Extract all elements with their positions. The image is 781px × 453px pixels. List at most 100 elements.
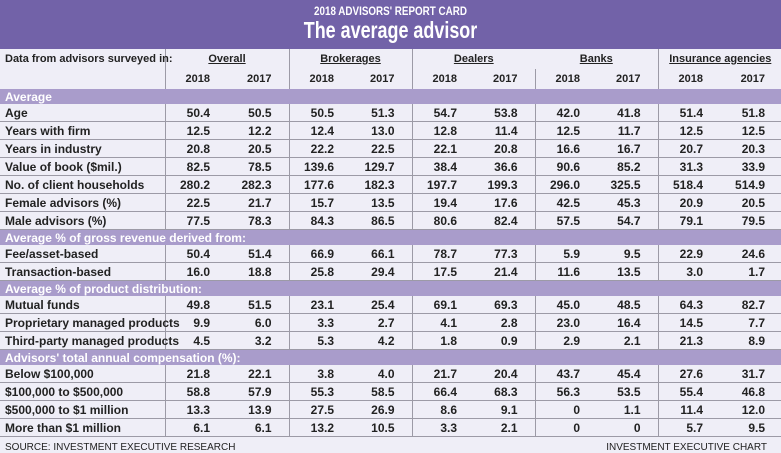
row-label: Female advisors (%): [0, 193, 165, 212]
value-cell: 22.5: [351, 139, 413, 158]
value-cell: 31.3: [657, 157, 721, 176]
value-cell: 82.4: [474, 211, 536, 230]
value-cell: 13.9: [227, 400, 289, 419]
value-cell: 1.1: [597, 400, 659, 419]
value-cell: 12.5: [657, 121, 721, 140]
value-cell: 78.7: [411, 245, 475, 263]
table-row: Transaction-based 16.0 18.8 25.8 29.4 17.5 21.…: [0, 262, 781, 281]
value-cell: 518.4: [657, 175, 721, 194]
value-cell: 4.0: [351, 365, 413, 383]
value-cell: 6.1: [164, 418, 227, 437]
value-cell: 79.5: [720, 211, 781, 230]
value-cell: 5.7: [657, 418, 721, 437]
table-row: Proprietary managed products 9.9 6.0 3.3 2.7…: [0, 313, 781, 332]
value-cell: 8.9: [720, 331, 781, 350]
value-cell: 21.8: [164, 365, 227, 383]
year-header: 2017: [493, 73, 518, 85]
blank-cell: [0, 69, 165, 89]
value-cell: 16.4: [597, 313, 659, 332]
table-row: Years with firm 12.5 12.2 12.4 13.0 12.8 11.4 1…: [0, 121, 781, 140]
group-header: Overall: [164, 49, 289, 69]
value-cell: 36.6: [474, 157, 536, 176]
value-cell: 16.7: [597, 139, 659, 158]
value-cell: 58.5: [351, 382, 413, 401]
row-label: Age: [0, 104, 165, 122]
value-cell: 2.1: [474, 418, 536, 437]
value-cell: 46.8: [720, 382, 781, 401]
value-cell: 55.3: [288, 382, 351, 401]
value-cell: 51.4: [227, 245, 289, 263]
value-cell: 41.8: [597, 104, 659, 122]
value-cell: 25.4: [351, 296, 413, 314]
year-header: 2018: [657, 69, 721, 89]
row-label: Years in industry: [0, 139, 165, 158]
value-cell: 82.7: [720, 296, 781, 314]
value-cell: 13.2: [288, 418, 351, 437]
value-cell: 57.5: [534, 211, 598, 230]
table-row: Below $100,000 21.8 22.1 3.8 4.0 21.7 20.4 43.7…: [0, 365, 781, 383]
kicker: 2018 ADVISORS' REPORT CARD: [314, 4, 467, 18]
value-cell: 12.5: [720, 121, 781, 140]
value-cell: 16.0: [164, 262, 227, 281]
value-cell: 54.7: [597, 211, 659, 230]
value-cell: 18.8: [227, 262, 289, 281]
section-title: Advisors' total annual compensation (%):: [0, 349, 781, 365]
value-cell: 20.9: [657, 193, 721, 212]
value-cell: 4.1: [411, 313, 475, 332]
value-cell: 139.6: [288, 157, 351, 176]
value-cell: 1.7: [720, 262, 781, 281]
value-cell: 20.4: [474, 365, 536, 383]
value-cell: 2.1: [597, 331, 659, 350]
row-label: Third-party managed products: [0, 331, 179, 350]
value-cell: 3.8: [288, 365, 351, 383]
row-label: Below $100,000: [0, 365, 165, 383]
value-cell: 13.5: [351, 193, 413, 212]
value-cell: 50.4: [164, 245, 227, 263]
value-cell: 78.3: [227, 211, 289, 230]
value-cell: 45.0: [534, 296, 598, 314]
value-cell: 17.6: [474, 193, 536, 212]
value-cell: 21.4: [474, 262, 536, 281]
value-cell: 2.7: [351, 313, 413, 332]
year-header: 2018: [411, 69, 475, 89]
value-cell: 5.9: [534, 245, 598, 263]
value-cell: 45.4: [597, 365, 659, 383]
value-cell: 48.5: [597, 296, 659, 314]
value-cell: 4.2: [351, 331, 413, 350]
value-cell: 90.6: [534, 157, 598, 176]
year-header-row: 2018 2017 2018 2017 2018 2017 2018 2017 2018 2017: [0, 69, 781, 89]
value-cell: 85.2: [597, 157, 659, 176]
value-cell: 13.0: [351, 121, 413, 140]
value-cell: 3.3: [411, 418, 475, 437]
year-header: 2017: [740, 73, 766, 85]
value-cell: 10.5: [351, 418, 413, 437]
value-cell: 129.7: [351, 157, 413, 176]
value-cell: 15.7: [288, 193, 351, 212]
value-cell: 58.8: [164, 382, 227, 401]
value-cell: 17.5: [411, 262, 475, 281]
value-cell: 21.7: [227, 193, 289, 212]
value-cell: 69.1: [411, 296, 475, 314]
section-header: Average % of product distribution:: [0, 280, 781, 296]
table-row: No. of client households 280.2 282.3 177.6 1…: [0, 175, 781, 194]
value-cell: 29.4: [351, 262, 413, 281]
table-row: Age 50.4 50.5 50.5 51.3 54.7 53.8 42.0 41.8 51.4 5…: [0, 104, 781, 122]
value-cell: 27.5: [288, 400, 351, 419]
value-cell: 24.6: [720, 245, 781, 263]
value-cell: 66.4: [411, 382, 475, 401]
row-label: $500,000 to $1 million: [0, 400, 165, 419]
table-row: More than $1 million 6.1 6.1 13.2 10.5 3.3 2.1…: [0, 418, 781, 437]
value-cell: 51.5: [227, 296, 289, 314]
value-cell: 33.9: [720, 157, 781, 176]
row-label: Male advisors (%): [0, 211, 165, 230]
section-title: Average: [0, 89, 781, 104]
value-cell: 0.9: [474, 331, 536, 350]
value-cell: 25.8: [288, 262, 351, 281]
value-cell: 12.4: [288, 121, 351, 140]
value-cell: 12.8: [411, 121, 475, 140]
value-cell: 2.8: [474, 313, 536, 332]
value-cell: 20.3: [720, 139, 781, 158]
value-cell: 42.5: [534, 193, 598, 212]
value-cell: 12.5: [534, 121, 598, 140]
group-header: Insurance agencies: [657, 49, 781, 69]
